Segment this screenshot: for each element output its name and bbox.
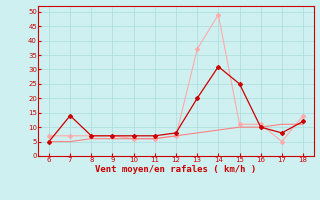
- X-axis label: Vent moyen/en rafales ( km/h ): Vent moyen/en rafales ( km/h ): [95, 165, 257, 174]
